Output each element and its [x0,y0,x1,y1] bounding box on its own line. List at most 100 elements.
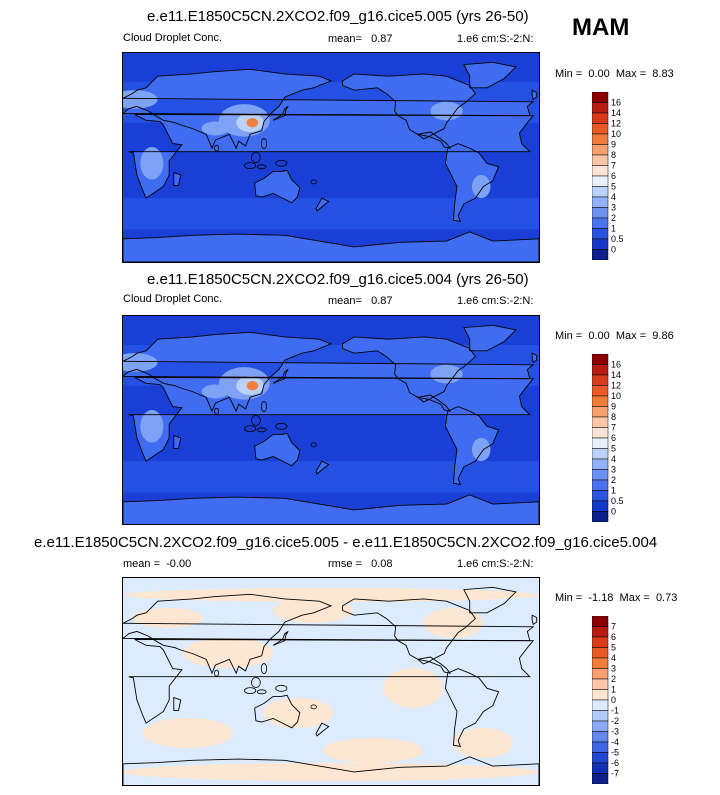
coastline-island [310,442,317,448]
colorbar-tick-label: 2 [611,475,616,485]
coastline-island [310,179,317,185]
coastline-madagascar [173,696,182,711]
coastline-c_america [417,656,452,674]
colorbar-swatch [592,616,609,627]
colorbar-tick-label: 14 [611,370,621,380]
coastline-nz [315,460,330,475]
coastline-island [256,427,267,433]
coastline-greenland [463,61,517,89]
coastline-n_america [342,598,476,665]
coastline-eurasia [123,68,535,150]
panel1-minmax: Min = 0.00 Max = 8.83 [555,68,674,80]
coastline-nz [315,722,330,737]
colorbar-tick-label: 7 [611,423,616,433]
panel3-min-value: -1.18 [588,592,614,604]
colorbar-tick-label: -2 [611,716,619,726]
panel3-max-value: 0.73 [655,592,678,604]
colorbar-tick-label: 0.5 [611,496,624,506]
colorbar-swatch [592,647,609,659]
colorbar-tick-label: -3 [611,727,619,737]
colorbar-swatch [592,395,609,407]
colorbar-swatch [592,207,609,219]
panel1-map [122,52,540,263]
colorbar-tick-label: 0.5 [611,234,624,244]
diff-positive-area [133,608,203,628]
land-c_america [417,132,450,149]
colorbar-tick-label: 0 [611,507,616,517]
panel3-rmse: rmse = 0.08 [328,558,393,570]
colorbar-tick-label: 12 [611,381,621,391]
coastline-island [260,401,268,412]
coastline-australia [254,169,301,204]
colorbar-tick-label: 4 [611,653,616,663]
panel1-mean-label: mean= [328,33,362,45]
panel1-variable: Cloud Droplet Conc. [123,32,223,44]
coastline-uk [531,352,538,364]
coastline-island [244,425,257,433]
colorbar-tick-label: 6 [611,171,616,181]
colorbar-tick-label: 16 [611,360,621,370]
coastline-island [214,144,220,152]
colorbar-swatch [592,699,609,711]
panel1-mean: mean= 0.87 [328,33,393,45]
colorbar-swatch [592,469,609,481]
coastline-island [260,138,268,149]
coastline-nz [315,197,330,212]
panel1-title: e.e11.E1850C5CN.2XCO2.f09_g16.cice5.005 … [147,8,529,25]
colorbar-tick-label: 12 [611,119,621,129]
panel3-colorbar: 7 6 5 4 3 2 1 0 -1 -2 -3 -4 -5 -6 -7 [592,616,632,784]
land-n_america [342,73,476,139]
colorbar-swatch [592,238,609,250]
panel3-map [122,577,540,786]
colorbar-tick-label: 8 [611,150,616,160]
concentration-patch [123,90,158,109]
land-antarctica [123,231,539,262]
colorbar-tick-label: 5 [611,182,616,192]
land-c_america [417,395,450,412]
diff-positive-area [123,588,539,602]
colorbar-swatch [592,165,609,177]
coastline-island [275,422,288,430]
colorbar-swatch [592,249,609,260]
colorbar-tick-label: -1 [611,706,619,716]
panel3-mean-value: -0.00 [166,558,192,570]
panel3-rmse-label: rmse = [328,558,362,570]
colorbar-tick-label: 9 [611,402,616,412]
diff-positive-area [273,598,353,623]
concentration-patch [430,364,463,384]
land-nz [316,461,329,474]
colorbar-swatch [592,689,609,701]
colorbar-swatch [592,490,609,502]
colorbar-tick-label: -6 [611,758,619,768]
colorbar-tick-label: 0 [611,695,616,705]
concentration-patch [471,174,491,199]
coastline-island [214,407,220,415]
colorbar-swatch [592,458,609,470]
coastline-japan [272,369,289,384]
colorbar-tick-label: 7 [611,622,616,632]
colorbar-tick-label: -7 [611,769,619,779]
concentration-patch [430,101,463,121]
coastline-s_america [444,406,500,485]
colorbar-tick-label: 10 [611,391,621,401]
colorbar-tick-label: -4 [611,737,619,747]
coastline-c_america [417,131,452,149]
panel1-mean-value: 0.87 [371,33,393,45]
land-uk [532,90,537,100]
land-s_america [445,143,499,222]
diff-positive-area [183,638,273,668]
coastline-island [256,164,267,170]
colorbar-tick-label: 8 [611,412,616,422]
colorbar-tick-label: 1 [611,685,616,695]
colorbar-swatch [592,448,609,460]
panel1-min-label: Min = [555,68,583,80]
concentration-patch [123,353,158,372]
concentration-patch [140,410,164,443]
coastline-uk [531,614,538,626]
panel3-units: 1.e6 cm:S:-2:N: [457,558,534,570]
land-australia [254,433,300,466]
colorbar-swatch [592,196,609,208]
panel1-max-value: 8.83 [652,68,674,80]
coastline-island [310,704,317,710]
colorbar-tick-label: 9 [611,140,616,150]
